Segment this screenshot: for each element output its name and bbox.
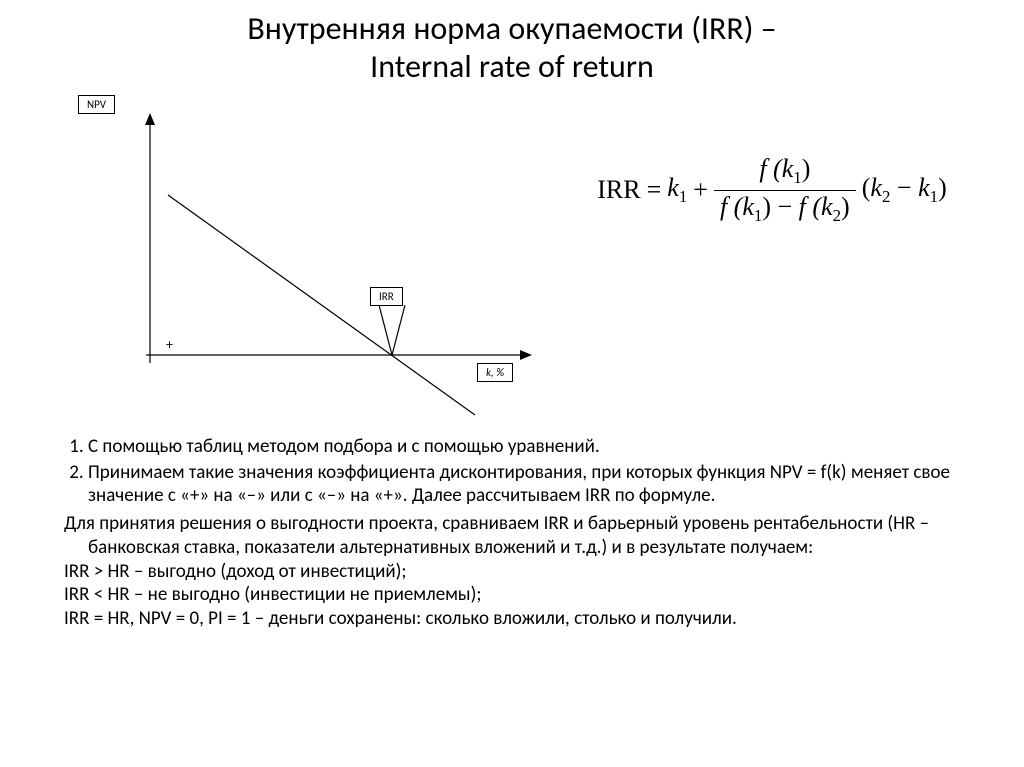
tail-sub2: 2 — [882, 187, 890, 206]
paragraph-intro: Для принятия решения о выгодности проект… — [40, 512, 984, 560]
paragraph-case-lt: IRR < HR – не выгодно (инвестиции не при… — [40, 583, 984, 607]
tail-k2: k — [870, 173, 882, 202]
irr-point-label: IRR — [370, 287, 403, 306]
k-axis-label: k, % — [477, 363, 513, 382]
tail-sub1: 1 — [930, 187, 938, 206]
fraction-denominator: f (k1) − f (k2) — [714, 190, 856, 226]
tail-rparen: ) — [938, 173, 947, 202]
k1-var: k — [667, 173, 679, 202]
den-sub2: 2 — [833, 206, 841, 225]
den-close1: ) — [762, 192, 771, 221]
tail-k1: k — [918, 173, 930, 202]
list-item: С помощью таблиц методом подбора и с пом… — [88, 435, 984, 459]
text-block: С помощью таблиц методом подбора и с пом… — [40, 435, 984, 631]
num-close: ) — [802, 154, 811, 183]
k-axis-text: k, % — [486, 366, 504, 379]
formula-tail: (k2 − k1) — [862, 173, 947, 207]
num-f: f (k — [759, 154, 793, 183]
title-line-2: Internal rate of return — [370, 47, 654, 86]
fraction-numerator: f (k1) — [753, 155, 816, 190]
upper-section: NPV IRR k, % + IRR = k1 + f (k1) f (k1) … — [40, 95, 984, 425]
npv-axis-label: NPV — [78, 95, 115, 114]
den-f2: f (k — [799, 192, 833, 221]
formula-plus: + — [693, 175, 708, 205]
formula-lhs: IRR — [597, 175, 640, 205]
formula-k1: k1 — [667, 173, 687, 207]
list-item: Принимаем такие значения коэффициента ди… — [88, 461, 984, 509]
plus-region-label: + — [166, 336, 173, 353]
numbered-list: С помощью таблиц методом подбора и с пом… — [40, 435, 984, 508]
num-sub: 1 — [793, 168, 801, 187]
title-line-1: Внутренняя норма окупаемости (IRR) – — [247, 9, 776, 48]
paragraph-case-gt: IRR > HR – выгодно (доход от инвестиций)… — [40, 560, 984, 584]
irr-formula: IRR = k1 + f (k1) f (k1) − f (k2) (k2 − … — [597, 155, 946, 226]
den-f1: f (k — [720, 192, 754, 221]
k1-sub: 1 — [679, 187, 687, 206]
slide-title: Внутренняя норма окупаемости (IRR) – Int… — [40, 10, 984, 87]
formula-eq: = — [647, 175, 662, 205]
formula-fraction: f (k1) f (k1) − f (k2) — [714, 155, 856, 226]
chart-area: NPV IRR k, % + — [40, 95, 560, 425]
den-minus: − — [778, 192, 793, 221]
tail-minus: − — [897, 173, 912, 202]
den-close2: ) — [841, 192, 850, 221]
formula-area: IRR = k1 + f (k1) f (k1) − f (k2) (k2 − … — [560, 95, 984, 226]
paragraph-case-eq: IRR = HR, NPV = 0, PI = 1 – деньги сохра… — [40, 607, 984, 631]
